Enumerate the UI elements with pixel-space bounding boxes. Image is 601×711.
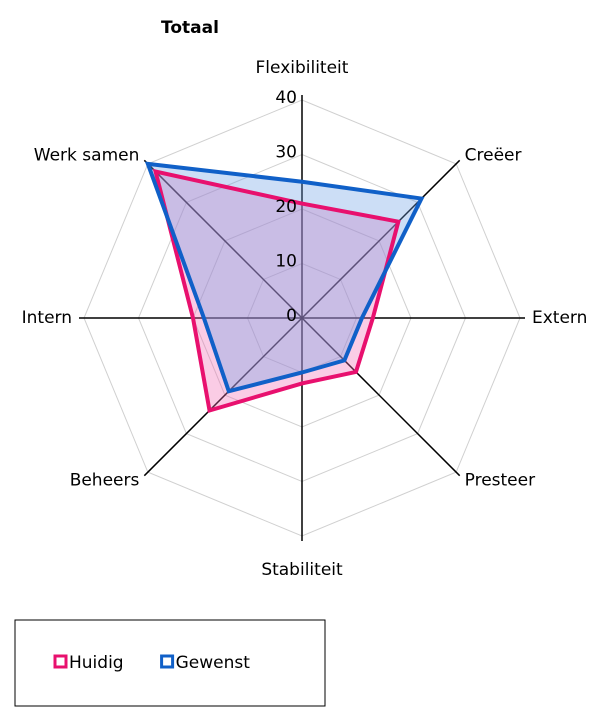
axis-line xyxy=(143,159,303,319)
legend-label: Gewenst xyxy=(176,653,251,673)
r-tick-label: 0 xyxy=(286,306,297,326)
r-tick-label: 20 xyxy=(275,197,297,217)
axis-label: Stabiliteit xyxy=(261,560,343,580)
series-line xyxy=(144,161,425,394)
axis-label: Beheers xyxy=(70,471,140,491)
axis-label: Intern xyxy=(22,308,72,328)
axis-label: Creëer xyxy=(465,145,522,165)
axis-label: Werk samen xyxy=(34,145,140,165)
legend-box xyxy=(14,619,326,707)
axis-label: Extern xyxy=(532,308,587,328)
r-tick-label: 10 xyxy=(275,252,297,272)
axis-label: Presteer xyxy=(465,471,535,491)
legend-swatch xyxy=(160,654,175,669)
r-tick-label: 30 xyxy=(275,143,297,163)
r-tick-label: 40 xyxy=(275,88,297,108)
legend-label: Huidig xyxy=(69,653,124,673)
axis-label: Flexibiliteit xyxy=(256,58,349,78)
axis-line xyxy=(143,317,303,477)
axis-line xyxy=(301,317,461,477)
axis-line xyxy=(301,159,461,319)
legend-swatch xyxy=(53,654,68,669)
chart-title: Totaal xyxy=(161,18,219,38)
